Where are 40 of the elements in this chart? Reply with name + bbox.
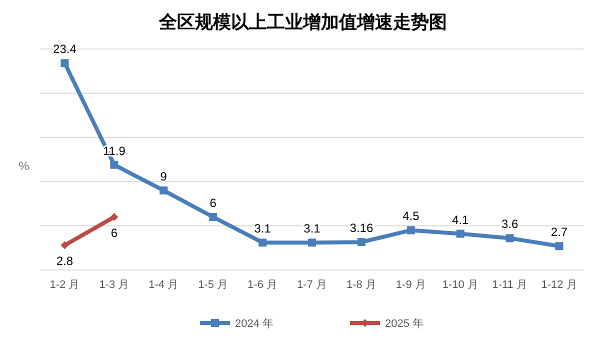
x-tick-label: 1-6 月 (248, 279, 278, 291)
point (555, 242, 564, 250)
point (308, 238, 316, 247)
x-tick-label: 1-9 月 (396, 279, 426, 291)
point (456, 230, 464, 238)
y-axis-title: % (18, 159, 30, 173)
x-tick-label: 1-8 月 (346, 279, 376, 291)
data-label: 3.16 (350, 221, 374, 236)
x-tick-label: 1-3 月 (99, 279, 130, 291)
data-label: 23.4 (53, 42, 77, 56)
point (60, 59, 69, 68)
x-tick-label: 1-12 月 (541, 279, 578, 291)
data-label: 6 (110, 226, 118, 240)
data-label: 4.5 (402, 209, 420, 224)
point (357, 238, 366, 246)
legend-label: 2025 年 (385, 318, 424, 330)
point (406, 226, 415, 234)
data-label: 4.1 (452, 212, 470, 227)
point (258, 238, 267, 247)
data-label: 2.8 (56, 254, 74, 268)
point (110, 160, 118, 169)
x-tick-label: 1-2 月 (50, 279, 80, 291)
data-label: 9 (160, 169, 168, 184)
point (160, 186, 168, 194)
x-tick-label: 1-5 月 (198, 279, 228, 291)
data-label: 2.7 (550, 225, 568, 240)
point (60, 241, 69, 250)
point (110, 212, 118, 221)
data-label: 6 (210, 196, 217, 210)
data-label: 3.6 (501, 217, 518, 232)
legend-label: 2024 年 (235, 318, 274, 330)
x-tick-label: 1-4 月 (148, 279, 179, 291)
x-tick-label: 1-7 月 (297, 279, 327, 291)
point (506, 234, 514, 242)
point (209, 212, 218, 221)
x-tick-label: 1-11 月 (492, 279, 528, 291)
chart-title: 全区规模以上工业增加值增速走势图 (158, 12, 447, 32)
data-label: 3.1 (304, 222, 321, 236)
data-label: 3.1 (254, 222, 272, 236)
x-tick-label: 1-10 月 (442, 279, 478, 291)
